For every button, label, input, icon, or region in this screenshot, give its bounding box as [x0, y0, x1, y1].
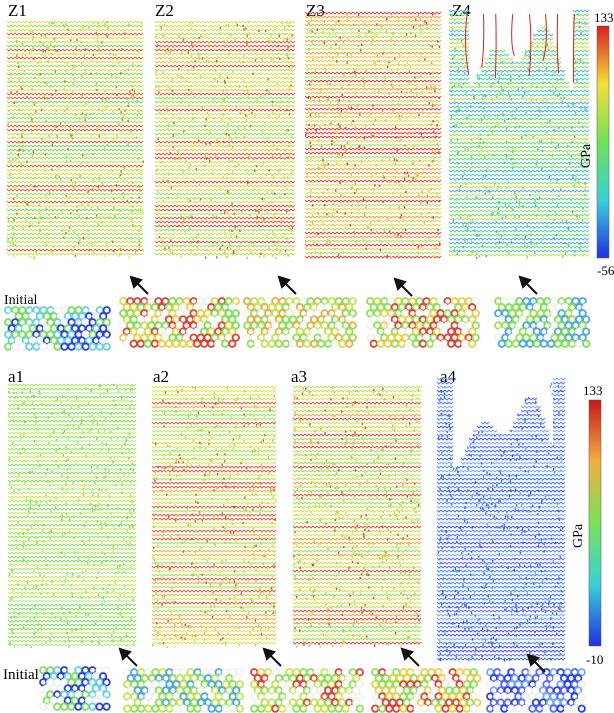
panel-z4: Z4: [448, 1, 590, 260]
arrow-top-1: [129, 275, 149, 295]
colorbar-top-max: 133: [594, 10, 614, 25]
colorbar-top-unit: GPa: [579, 143, 594, 168]
inset-top-1: Initial: [4, 293, 111, 351]
panel-a2: a2: [151, 367, 277, 648]
arrow-top-3: [393, 277, 413, 297]
arrow-bottom-3: [400, 647, 420, 667]
arrow-bottom-1: [118, 647, 138, 667]
arrows-top: [129, 275, 538, 297]
panel-label-a1: a1: [8, 367, 24, 386]
inset-bottom-4: [371, 668, 482, 713]
inset-top-3: [243, 297, 357, 348]
arrow-top-2: [277, 275, 297, 295]
colorbar-top: 133 GPa -56: [579, 10, 614, 278]
colorbar-bottom-unit: GPa: [571, 523, 586, 548]
panel-label-a3: a3: [291, 367, 307, 386]
panel-label-z3: Z3: [306, 1, 325, 20]
arrow-bottom-2: [262, 647, 282, 667]
inset-top-5: [494, 297, 591, 348]
panel-z3: Z3: [304, 1, 442, 260]
panel-a3: a3: [291, 367, 422, 648]
arrows-bottom: [118, 647, 546, 673]
panel-label-a2: a2: [153, 367, 169, 386]
inset-bottom-2: [123, 668, 244, 713]
inset-bottom-1: Initial: [3, 666, 111, 711]
panel-z1: Z1: [6, 1, 145, 260]
colorbar-top-min: -56: [597, 263, 614, 278]
inset-top-2: [119, 297, 240, 348]
inset-bottom-5: [486, 668, 586, 713]
panel-label-z2: Z2: [155, 1, 174, 20]
panel-label-a4: a4: [440, 367, 457, 386]
arrow-bottom-4: [526, 653, 546, 673]
panel-z2: Z2: [154, 1, 296, 260]
inset-bottom-3: [250, 668, 364, 713]
panel-a4: a4: [436, 367, 566, 663]
inset-bottom-1-label: Initial: [3, 667, 39, 683]
colorbar-bottom-max: 133: [583, 383, 603, 398]
inset-top-4: [366, 297, 480, 348]
inset-top-1-label: Initial: [4, 293, 38, 308]
colorbar-bottom-min: -10: [586, 652, 603, 667]
panel-a1: a1: [7, 367, 137, 649]
colorbar-bottom: 133 GPa -10: [571, 383, 603, 667]
panel-label-z1: Z1: [8, 1, 27, 20]
arrow-top-4: [518, 275, 538, 295]
